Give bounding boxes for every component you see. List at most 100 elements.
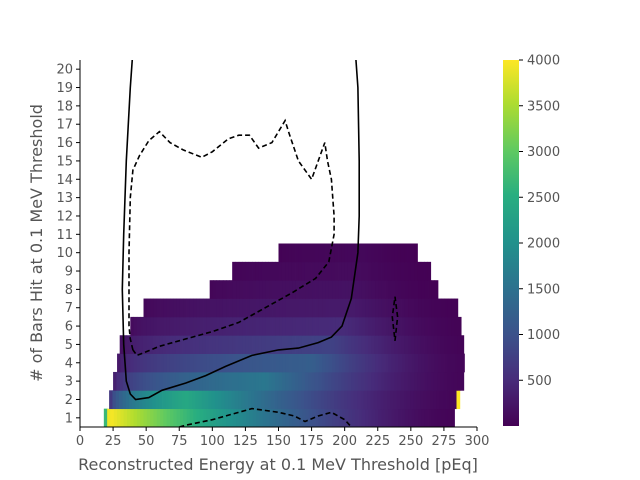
heatmap-cell [351,280,356,299]
heatmap-cell [299,280,303,299]
heatmap-cell [256,353,260,373]
heatmap-cell [400,371,405,391]
heatmap-cell [314,243,319,263]
heatmap-cell [394,243,398,263]
heatmap-cell [318,280,323,299]
heatmap-cell [166,371,170,391]
heatmap-cell [345,353,350,373]
heatmap-cell [252,298,257,318]
heatmap-cell [391,280,396,299]
colorbar-tick-label: 3500 [527,99,560,114]
heatmap-cell [380,390,385,410]
heatmap-cell [136,316,141,336]
heatmap-cell [259,353,264,373]
y-tick-label: 20 [56,63,73,78]
y-tick-label: 3 [65,375,73,390]
heatmap-cell [322,298,326,318]
heatmap-cell [407,371,412,391]
heatmap-cell [426,390,431,410]
x-tick-label: 100 [200,434,225,449]
heatmap-cell [162,371,167,391]
heatmap-cell [252,408,257,427]
heatmap-cell [292,408,297,427]
heatmap-cell [239,408,244,427]
heatmap-cell [357,243,362,263]
heatmap-cell [132,335,137,354]
heatmap-cell [321,243,326,263]
heatmap-cell [335,316,340,336]
heatmap-cell [338,243,342,263]
heatmap-cell [256,280,260,299]
heatmap-cell [110,408,115,427]
heatmap-cell [272,408,277,427]
heatmap-cell [348,353,353,373]
heatmap-cell [414,298,419,318]
heatmap-cell [292,316,297,336]
heatmap-cell [420,371,425,391]
heatmap-cell [196,353,201,373]
x-tick-label: 150 [266,434,291,449]
heatmap-cell [381,243,385,263]
heatmap-cell [123,371,127,391]
heatmap-cell [212,335,217,354]
heatmap-cell [136,335,140,354]
heatmap-cell [229,408,234,427]
heatmap-cell [328,408,333,427]
heatmap-cell [454,353,459,373]
heatmap-cell [291,390,295,410]
heatmap-cell [196,408,201,427]
heatmap-cell [238,390,242,410]
heatmap-cell [340,390,345,410]
heatmap-cell [186,298,191,318]
heatmap-cell [155,390,160,410]
heatmap-cell [420,261,425,281]
heatmap-cell [136,371,140,391]
heatmap-cell [344,335,349,354]
heatmap-cell [367,390,371,410]
heatmap-cell [404,408,409,427]
heatmap-cell [410,335,415,354]
heatmap-cell [385,298,389,318]
heatmap-cell [434,316,439,336]
heatmap-cell [281,243,286,263]
heatmap-cell [119,371,124,391]
heatmap-cell [431,298,436,318]
heatmap-cell [130,408,134,427]
heatmap-cell [248,261,253,281]
heatmap-cell [427,261,432,281]
heatmap-cell [400,390,404,410]
heatmap-cell [196,298,201,318]
heatmap-cell [305,408,310,427]
heatmap-cell [404,280,409,299]
heatmap-cell [421,408,426,427]
heatmap-cell [186,408,191,427]
heatmap-cell [341,335,346,354]
heatmap-cell [275,261,279,281]
heatmap-cell [172,335,177,354]
heatmap-cell [213,298,217,318]
heatmap-cell [199,371,203,391]
y-tick-label: 7 [65,301,73,316]
y-tick-label: 13 [56,191,73,206]
heatmap-cell [209,298,214,318]
heatmap-cell [171,390,176,410]
heatmap-cell [318,316,323,336]
heatmap-cell [434,280,439,299]
heatmap-cell [258,371,263,391]
heatmap-cell [431,316,436,336]
heatmap-cell [160,408,164,427]
heatmap-cell [265,261,269,281]
heatmap-cell [424,353,429,373]
heatmap-cell [330,390,335,410]
heatmap-cell [308,280,313,299]
heatmap-cell [381,335,385,354]
heatmap-cell [414,316,419,336]
heatmap-cell [281,390,285,410]
heatmap-cell [437,408,442,427]
heatmap-cell [411,353,416,373]
heatmap-cell [202,371,207,391]
heatmap-cell [126,335,131,354]
heatmap-cell [404,335,408,354]
heatmap-cell [205,335,210,354]
heatmap-cell [365,408,369,427]
